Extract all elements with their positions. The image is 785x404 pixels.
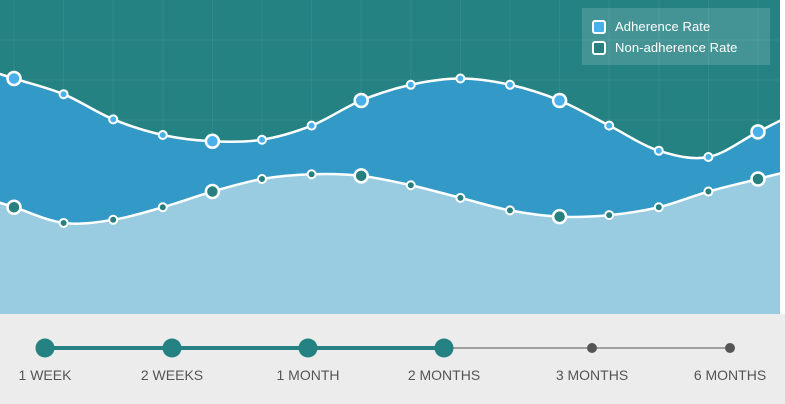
timeline-label[interactable]: 3 MONTHS [556, 367, 628, 383]
points-adherence [6, 70, 766, 162]
data-point-nonadherence [604, 210, 615, 221]
timeline-label[interactable]: 1 MONTH [277, 367, 340, 383]
data-point-adherence [653, 145, 664, 156]
data-point-nonadherence [551, 208, 568, 225]
data-point-nonadherence [306, 169, 317, 180]
timeline-label[interactable]: 2 MONTHS [408, 367, 480, 383]
area-chart [0, 0, 785, 314]
legend-swatch-nonadherence [592, 40, 606, 55]
data-point-nonadherence [653, 202, 664, 213]
data-point-adherence [6, 70, 22, 87]
data-point-adherence [257, 134, 267, 145]
data-point-nonadherence [58, 217, 69, 228]
data-point-adherence [455, 73, 466, 84]
legend-item-adherence[interactable]: Adherence Rate [592, 16, 760, 37]
timeline-stop-2-months[interactable] [434, 338, 454, 358]
legend-label-nonadherence: Non-adherence Rate [615, 40, 738, 55]
data-point-adherence [703, 152, 714, 162]
chart-right-edge [780, 0, 785, 314]
data-point-adherence [750, 124, 766, 140]
data-point-nonadherence [750, 171, 766, 187]
timeline-stop-1-month[interactable] [298, 338, 318, 358]
timeline-label[interactable]: 1 WEEK [19, 367, 73, 383]
data-point-adherence [306, 120, 317, 131]
chart-legend: Adherence Rate Non-adherence Rate [582, 8, 770, 65]
data-point-nonadherence [108, 214, 119, 225]
data-point-adherence [58, 89, 69, 100]
data-point-adherence [157, 130, 168, 141]
timeline-stop-2-weeks[interactable] [162, 338, 182, 358]
data-point-adherence [551, 92, 568, 109]
legend-label-adherence: Adherence Rate [615, 19, 711, 34]
data-point-nonadherence [455, 192, 466, 203]
data-point-nonadherence [157, 202, 168, 213]
timeline-bar: 1 WEEK 2 WEEKS 1 MONTH 2 MONTHS 3 MONTHS 6 MO… [0, 314, 785, 404]
points-nonadherence [6, 168, 766, 228]
data-point-adherence [353, 92, 369, 109]
data-point-nonadherence [6, 199, 22, 215]
timeline-stop-1-week[interactable] [35, 338, 55, 358]
data-point-nonadherence [204, 183, 221, 200]
data-point-nonadherence [405, 180, 416, 191]
timeline-stop-3-months[interactable] [587, 343, 597, 353]
data-point-nonadherence [353, 168, 369, 184]
legend-swatch-adherence [592, 19, 606, 34]
timeline-label[interactable]: 6 MONTHS [694, 367, 766, 383]
data-point-nonadherence [257, 173, 267, 184]
data-point-adherence [505, 79, 515, 90]
data-point-nonadherence [505, 205, 515, 216]
data-point-nonadherence [703, 186, 714, 197]
data-point-adherence [405, 79, 416, 90]
data-point-adherence [204, 133, 221, 150]
area-nonadherence-rate [0, 173, 780, 314]
data-point-adherence [604, 120, 615, 131]
data-point-adherence [108, 114, 119, 125]
timeline-track[interactable]: 1 WEEK 2 WEEKS 1 MONTH 2 MONTHS 3 MONTHS 6 MO… [0, 314, 785, 404]
timeline-label[interactable]: 2 WEEKS [141, 367, 203, 383]
legend-item-nonadherence[interactable]: Non-adherence Rate [592, 37, 760, 58]
timeline-stop-6-months[interactable] [725, 343, 735, 353]
